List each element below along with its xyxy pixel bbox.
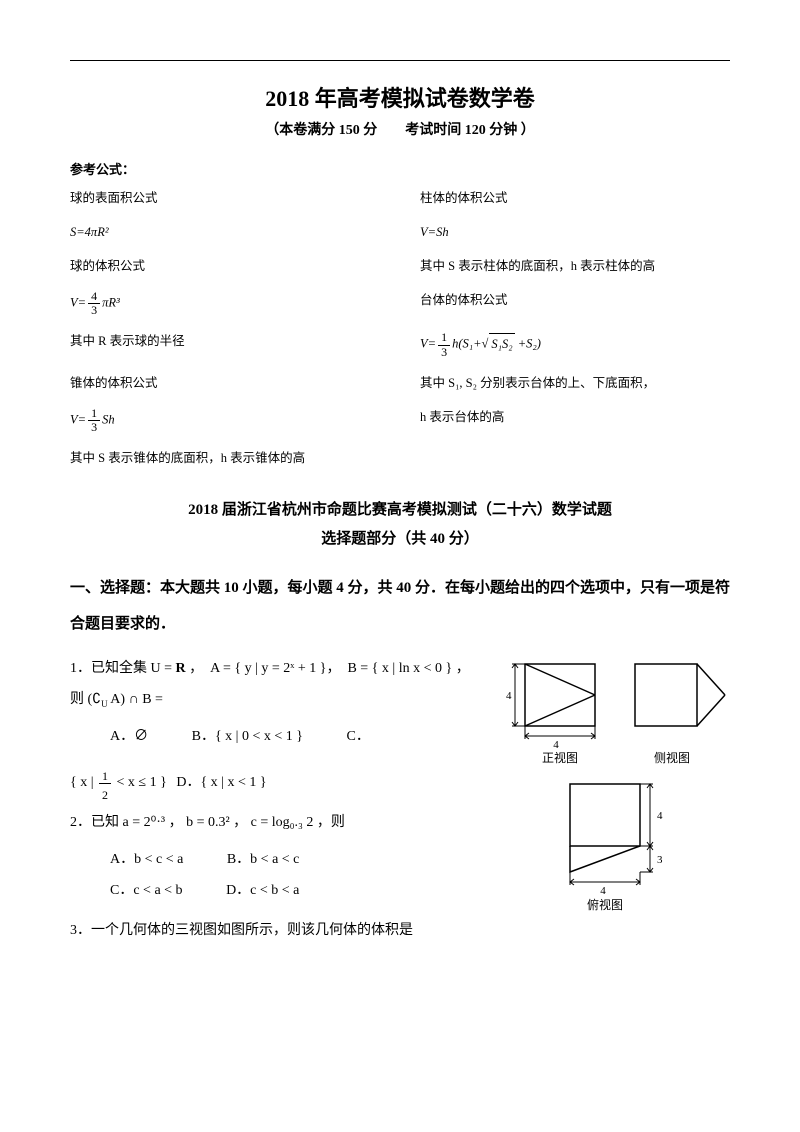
formula-cell: V=13h(S₁+√S₁S₂ +S₂) bbox=[420, 331, 730, 358]
q1-option-b: B．{ x | 0 < x < 1 } bbox=[192, 722, 303, 753]
formula-cell: 其中 S 表示锥体的底面积，h 表示锥体的高 bbox=[70, 448, 730, 468]
questions-column: 1．已知全集 U = R ， A = { y | y = 2ˣ + 1 }， B… bbox=[70, 654, 482, 953]
formula-cell: V=Sh bbox=[420, 222, 730, 242]
reference-heading: 参考公式： bbox=[70, 159, 730, 178]
q1-stem-c: A) ∩ B = bbox=[108, 692, 163, 707]
formula-cell: V=43πR³ bbox=[70, 290, 380, 317]
sqrt: S₁S₂ bbox=[489, 333, 514, 354]
fraction: 43 bbox=[88, 290, 100, 317]
section-title: 2018 届浙江省杭州市命题比赛高考模拟测试（二十六）数学试题 bbox=[70, 498, 730, 519]
formula-grid: 球的表面积公式 柱体的体积公式 S=4πR² V=Sh 球的体积公式 其中 S … bbox=[70, 188, 730, 468]
formula-cell: 其中 S₁, S₂ 分别表示台体的上、下底面积， bbox=[420, 373, 730, 393]
section-subtitle: 选择题部分（共 40 分） bbox=[70, 527, 730, 548]
question-2: 2．已知 a = 2⁰·³ ， b = 0.3² ， c = log₀.₃ 2 … bbox=[70, 808, 482, 839]
q1-option-a: A．∅ bbox=[110, 722, 148, 753]
q1-option-c2-suffix: < x ≤ 1 } bbox=[113, 775, 167, 790]
fraction: 13 bbox=[438, 331, 450, 358]
question-1-options: A．∅ B．{ x | 0 < x < 1 } C． bbox=[110, 722, 482, 753]
three-view-figure: 4 4 正视图 侧视图 bbox=[500, 654, 730, 917]
three-view-svg: 4 4 正视图 侧视图 bbox=[500, 654, 730, 914]
q2-option-a: A．b < c < a bbox=[110, 845, 183, 876]
formula-cell: 其中 R 表示球的半径 bbox=[70, 331, 380, 358]
q1-set-R: R bbox=[176, 661, 186, 676]
q1-stem-a: 1．已知全集 U = bbox=[70, 661, 176, 676]
top-rule bbox=[70, 60, 730, 61]
front-view-label: 正视图 bbox=[542, 750, 578, 765]
formula-cell: h 表示台体的高 bbox=[420, 407, 730, 434]
side-view-label: 侧视图 bbox=[654, 750, 690, 765]
page-title: 2018 年高考模拟试卷数学卷 bbox=[70, 81, 730, 113]
question-1-options-2: { x | 12 < x ≤ 1 } D．{ x | x < 1 } bbox=[70, 763, 482, 803]
q2-option-d: D．c < b < a bbox=[226, 876, 299, 907]
q2-option-b: B．b < a < c bbox=[227, 845, 300, 876]
formula-cell: 球的表面积公式 bbox=[70, 188, 380, 208]
questions-figure-row: 1．已知全集 U = R ， A = { y | y = 2ˣ + 1 }， B… bbox=[70, 654, 730, 953]
dim-label: 3 bbox=[657, 854, 663, 866]
formula-text: V= bbox=[420, 337, 436, 351]
exam-page: 2018 年高考模拟试卷数学卷 （本卷满分 150 分 考试时间 120 分钟 … bbox=[0, 0, 800, 983]
page-subtitle: （本卷满分 150 分 考试时间 120 分钟 ） bbox=[70, 119, 730, 139]
formula-cell: 柱体的体积公式 bbox=[420, 188, 730, 208]
q1-option-c: C． bbox=[347, 722, 370, 753]
dim-label: 4 bbox=[600, 885, 606, 897]
question-3: 3．一个几何体的三视图如图所示，则该几何体的体积是 bbox=[70, 916, 482, 947]
question-1: 1．已知全集 U = R ， A = { y | y = 2ˣ + 1 }， B… bbox=[70, 654, 482, 716]
top-view-label: 俯视图 bbox=[587, 897, 623, 912]
formula-text: Sh bbox=[102, 412, 115, 426]
formula-text: V= bbox=[70, 296, 86, 310]
q1-option-d: D．{ x | x < 1 } bbox=[176, 775, 266, 790]
dim-label: 4 bbox=[506, 690, 512, 702]
formula-cell: V=13Sh bbox=[70, 407, 380, 434]
fraction: 13 bbox=[88, 407, 100, 434]
formula-cell: 锥体的体积公式 bbox=[70, 373, 380, 393]
section-instructions: 一、选择题：本大题共 10 小题，每小题 4 分，共 40 分．在每小题给出的四… bbox=[70, 570, 730, 642]
formula-cell: 球的体积公式 bbox=[70, 256, 380, 276]
q1-option-c2-prefix: { x | bbox=[70, 775, 97, 790]
formula-text: h(S₁+ bbox=[452, 337, 481, 351]
dim-label: 4 bbox=[657, 810, 663, 822]
formula-text: V= bbox=[70, 412, 86, 426]
formula-cell: 其中 S 表示柱体的底面积，h 表示柱体的高 bbox=[420, 256, 730, 276]
dim-label: 4 bbox=[553, 739, 559, 751]
formula-text: +S₂) bbox=[515, 337, 541, 351]
formula-cell: 台体的体积公式 bbox=[420, 290, 730, 317]
formula-text: πR³ bbox=[102, 296, 120, 310]
fraction: 12 bbox=[99, 763, 111, 803]
q2-option-c: C．c < a < b bbox=[110, 876, 183, 907]
formula-cell: S=4πR² bbox=[70, 222, 380, 242]
question-2-options: A．b < c < a B．b < a < c C．c < a < b D．c … bbox=[110, 845, 482, 907]
